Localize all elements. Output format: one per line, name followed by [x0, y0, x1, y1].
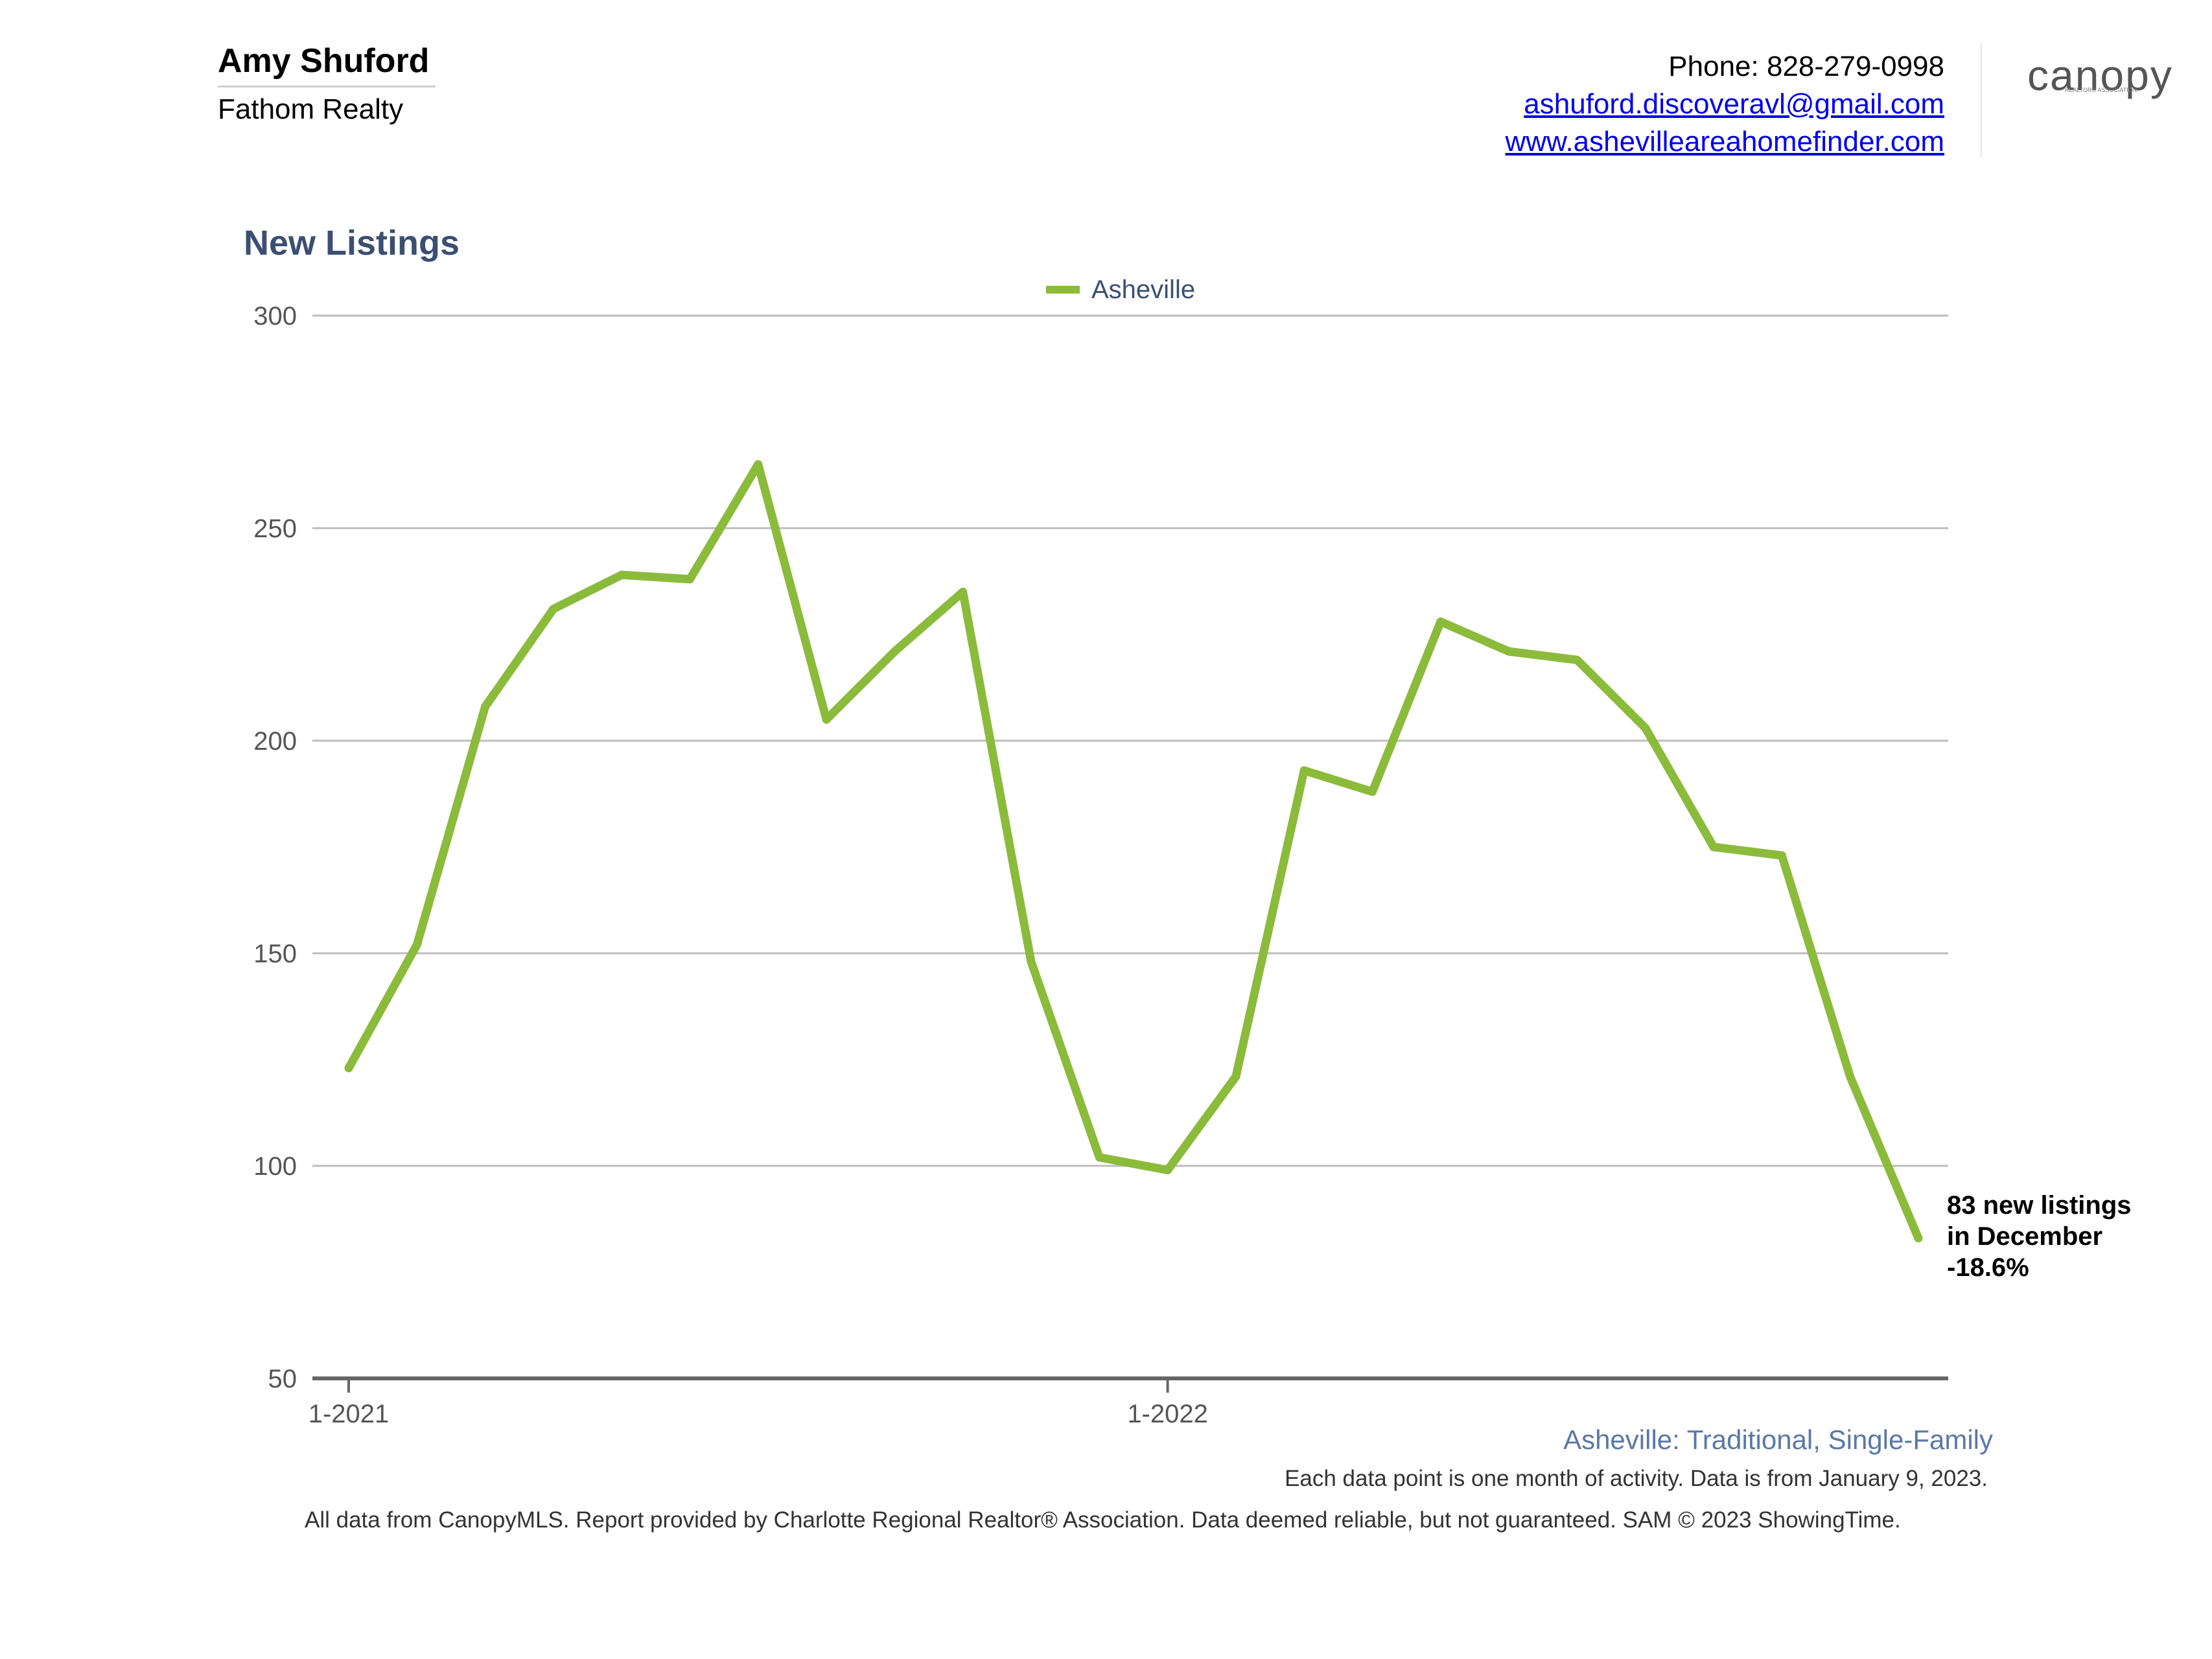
agent-name: Amy Shuford [218, 42, 430, 80]
chart-legend: Asheville [1046, 272, 1195, 307]
logo-subtext: REALTOR® ASSOCIATION [2065, 87, 2137, 93]
data-point [412, 940, 421, 949]
legend-label-asheville: Asheville [1091, 275, 1196, 304]
canopy-logo: canopy REALTOR® ASSOCIATION [2027, 51, 2173, 102]
data-point [1299, 766, 1309, 775]
x-tick-label: 1-2022 [1127, 1400, 1208, 1428]
y-tick-label: 100 [253, 1152, 297, 1181]
y-tick-label: 200 [253, 727, 297, 756]
data-point [617, 570, 626, 579]
data-point [1846, 1072, 1855, 1081]
data-point [1777, 851, 1786, 860]
data-point [1914, 1234, 1923, 1243]
data-point [1436, 617, 1445, 626]
callout-line-3: -18.6% [1947, 1253, 2029, 1282]
agent-name-underline [218, 86, 436, 87]
legend-swatch-asheville [1046, 286, 1080, 294]
x-tick-label: 1-2021 [309, 1400, 390, 1428]
y-tick-label: 250 [253, 515, 297, 543]
data-point [549, 605, 558, 614]
data-point [890, 647, 899, 656]
chart-subtitle: Asheville: Traditional, Single-Family [1563, 1424, 1993, 1455]
y-tick-label: 50 [268, 1365, 297, 1393]
series-line-asheville [344, 460, 1923, 1243]
data-point [822, 715, 831, 724]
disclaimer: All data from CanopyMLS. Report provided… [305, 1507, 1901, 1533]
data-point [344, 1063, 353, 1073]
data-point [1163, 1166, 1172, 1175]
data-point [1231, 1072, 1240, 1081]
data-point [686, 575, 694, 584]
data-point [1572, 655, 1581, 664]
data-point [1027, 957, 1036, 966]
contact-block: Phone: 828-279-0998 ashuford.discoveravl… [1506, 48, 1944, 161]
chart-callout: 83 new listings in December -18.6% [1947, 1190, 2132, 1283]
data-point [1368, 787, 1377, 796]
logo-wordmark: canopy [2027, 51, 2173, 99]
data-point [481, 702, 490, 712]
data-point [959, 587, 968, 596]
data-point [1095, 1153, 1104, 1162]
website-link[interactable]: www.ashevilleareahomefinder.com [1505, 126, 1944, 157]
y-tick-label: 300 [253, 302, 297, 331]
data-point [754, 460, 763, 469]
callout-line-2: in December [1947, 1222, 2103, 1251]
y-tick-label: 150 [253, 940, 297, 968]
data-note: Each data point is one month of activity… [1285, 1466, 1988, 1491]
data-point [1709, 842, 1718, 852]
phone-number: Phone: 828-279-0998 [1668, 51, 1944, 82]
email-link[interactable]: ashuford.discoveravl@gmail.com [1524, 88, 1944, 120]
header-divider [1981, 43, 1982, 157]
chart-title: New Listings [244, 224, 460, 262]
data-point [1641, 723, 1650, 732]
agent-company: Fathom Realty [218, 93, 404, 125]
callout-line-1: 83 new listings [1947, 1191, 2132, 1220]
data-point [1504, 647, 1513, 656]
